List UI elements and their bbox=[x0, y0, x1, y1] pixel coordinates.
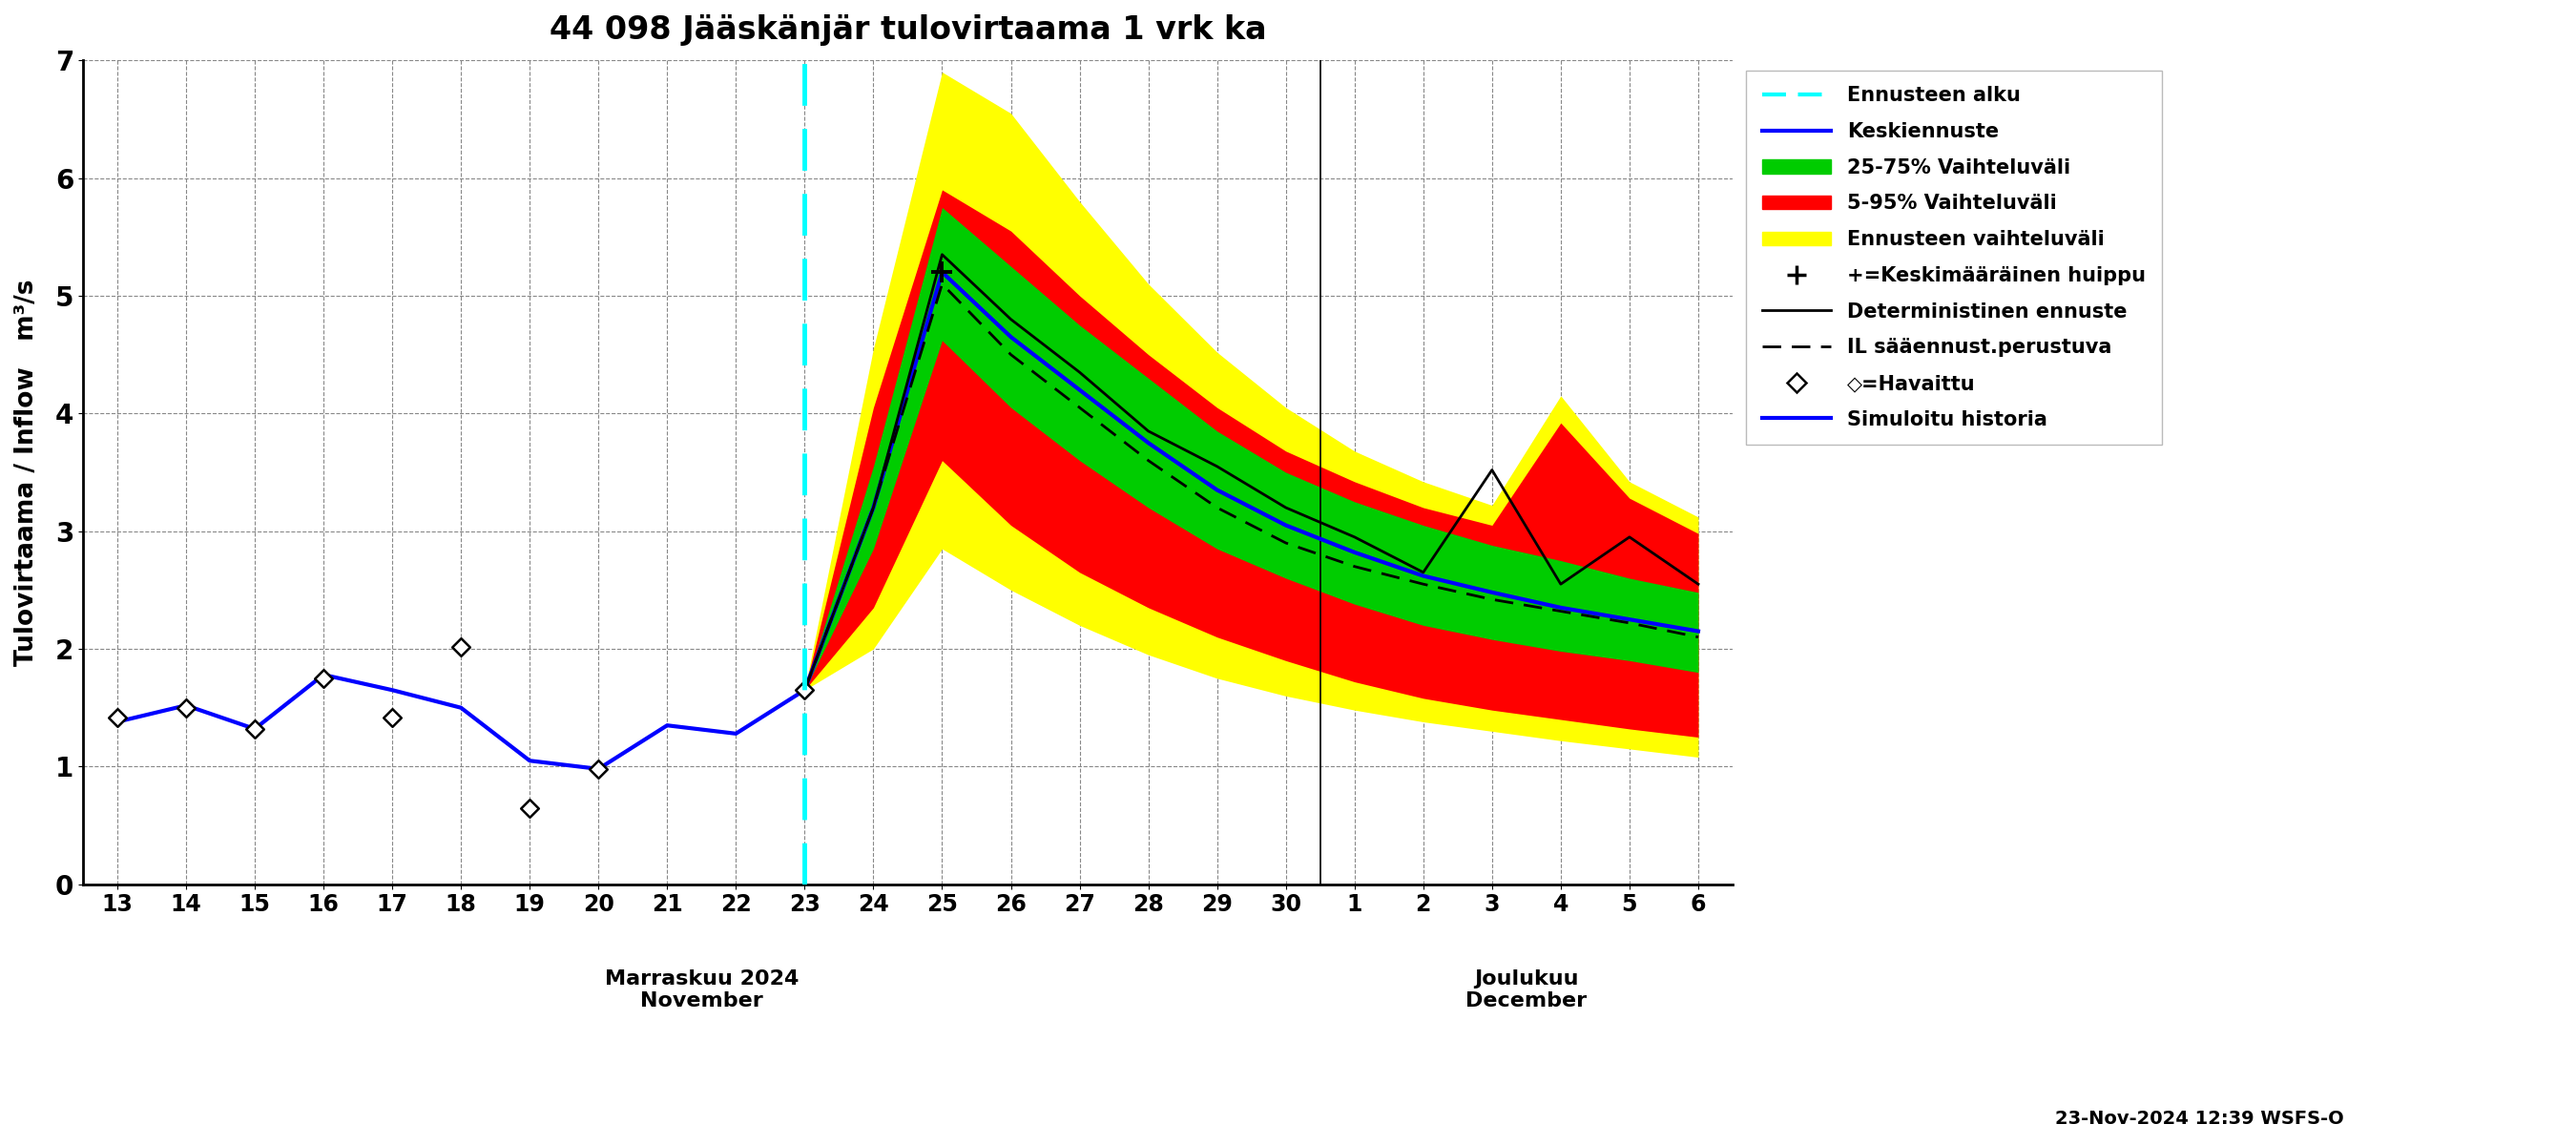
Point bbox=[234, 720, 276, 739]
Point bbox=[440, 638, 482, 656]
Point bbox=[165, 698, 206, 717]
Point bbox=[510, 798, 551, 816]
Title: 44 098 Jääskänjär tulovirtaama 1 vrk ka: 44 098 Jääskänjär tulovirtaama 1 vrk ka bbox=[549, 14, 1267, 46]
Text: Joulukuu
December: Joulukuu December bbox=[1466, 969, 1587, 1010]
Text: Marraskuu 2024
November: Marraskuu 2024 November bbox=[605, 969, 799, 1010]
Y-axis label: Tulovirtaama / Inflow   m³/s: Tulovirtaama / Inflow m³/s bbox=[15, 279, 39, 665]
Legend: Ennusteen alku, Keskiennuste, 25-75% Vaihteluväli, 5-95% Vaihteluväli, Ennusteen: Ennusteen alku, Keskiennuste, 25-75% Vai… bbox=[1747, 70, 2161, 445]
Point bbox=[304, 669, 345, 687]
Point bbox=[98, 708, 139, 726]
Point bbox=[783, 681, 824, 700]
Point bbox=[371, 708, 412, 726]
Point bbox=[577, 760, 618, 779]
Text: 23-Nov-2024 12:39 WSFS-O: 23-Nov-2024 12:39 WSFS-O bbox=[2056, 1110, 2344, 1128]
